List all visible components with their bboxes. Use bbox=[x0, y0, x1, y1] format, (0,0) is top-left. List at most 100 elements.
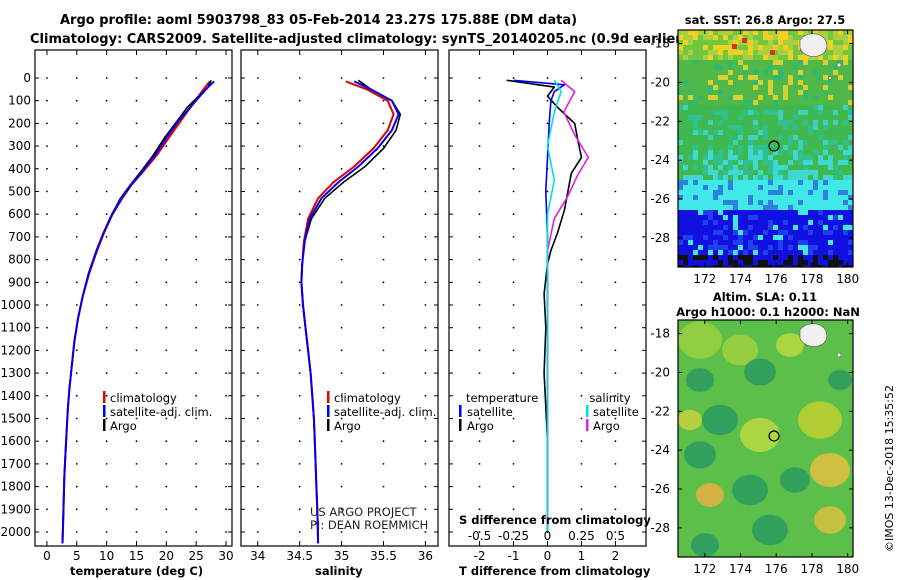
sst-cell bbox=[733, 145, 738, 150]
sst-cell bbox=[738, 225, 743, 230]
sst-cell bbox=[783, 235, 788, 240]
sst-cell bbox=[708, 140, 713, 145]
sst-cell bbox=[743, 180, 748, 185]
grid-dot bbox=[75, 122, 78, 125]
grid-dot bbox=[165, 372, 168, 374]
legend-swatch-argo bbox=[327, 419, 330, 431]
sst-cell bbox=[693, 225, 698, 230]
sst-cell bbox=[798, 35, 803, 40]
sst-cell bbox=[688, 115, 693, 120]
grid-dot bbox=[580, 281, 583, 284]
sst-cell bbox=[828, 190, 833, 195]
sst-cell bbox=[798, 175, 803, 180]
sst-cell bbox=[833, 110, 838, 115]
grid-dot bbox=[298, 417, 301, 420]
sst-cell bbox=[703, 185, 708, 190]
sst-cell bbox=[758, 50, 763, 55]
sst-cell bbox=[698, 160, 703, 165]
sst-cell bbox=[703, 30, 708, 35]
x-tick-label-salinity: 0 bbox=[544, 529, 552, 543]
depth-tick-label: 900 bbox=[8, 275, 31, 289]
grid-dot bbox=[75, 440, 78, 443]
sst-cell bbox=[808, 170, 813, 175]
grid-dot bbox=[165, 167, 168, 170]
sst-cell bbox=[723, 135, 728, 140]
grid-dot bbox=[46, 531, 48, 533]
sst-cell bbox=[748, 200, 753, 205]
grid-dot bbox=[165, 417, 168, 420]
sst-cell bbox=[793, 220, 798, 225]
sst-cell bbox=[758, 105, 763, 110]
grid-dot bbox=[512, 281, 515, 284]
sst-cell bbox=[698, 120, 703, 125]
sst-cell bbox=[703, 235, 708, 240]
sst-cell bbox=[698, 130, 703, 135]
sst-cell bbox=[823, 265, 828, 267]
sst-cell bbox=[723, 125, 728, 130]
sla-map: Altim. SLA: 0.11 Argo h1000: 0.1 h2000: … bbox=[650, 290, 859, 576]
sst-cell bbox=[728, 70, 733, 75]
sst-cell bbox=[743, 100, 748, 105]
sst-cell bbox=[848, 220, 853, 225]
sst-cell bbox=[683, 170, 688, 175]
grid-dot bbox=[298, 190, 301, 193]
sst-cell bbox=[688, 255, 693, 260]
sst-cell bbox=[703, 120, 708, 125]
sst-cell bbox=[808, 95, 813, 100]
sst-cell bbox=[798, 190, 803, 195]
sst-cell bbox=[748, 250, 753, 255]
map-lon-label: 176 bbox=[765, 272, 788, 286]
island-shape bbox=[828, 76, 832, 80]
sst-cell bbox=[763, 30, 768, 35]
grid-dot bbox=[256, 167, 259, 170]
sst-cell bbox=[703, 175, 708, 180]
depth-tick-label: 500 bbox=[8, 185, 31, 199]
sst-cell bbox=[753, 75, 758, 80]
sst-cell bbox=[713, 240, 718, 245]
sst-cell bbox=[768, 85, 773, 90]
sst-cell bbox=[768, 135, 773, 140]
sst-cell bbox=[818, 70, 823, 75]
grid-dot bbox=[256, 326, 259, 329]
sst-cell bbox=[803, 205, 808, 210]
sst-cell bbox=[778, 35, 783, 40]
sst-cell bbox=[753, 190, 758, 195]
grid-dot bbox=[512, 190, 515, 193]
grid-dot bbox=[105, 190, 108, 193]
sst-cell bbox=[833, 220, 838, 225]
grid-dot bbox=[298, 394, 301, 397]
grid-dot bbox=[478, 349, 481, 352]
sst-cell bbox=[693, 160, 698, 165]
grid-dot bbox=[195, 236, 198, 238]
sst-cell bbox=[828, 180, 833, 185]
sst-cell bbox=[723, 150, 728, 155]
sst-cell bbox=[688, 100, 693, 105]
sst-cell bbox=[693, 125, 698, 130]
sst-cell bbox=[843, 65, 848, 70]
sst-cell bbox=[798, 150, 803, 155]
sst-cell bbox=[703, 35, 708, 40]
sst-cell bbox=[778, 195, 783, 200]
sst-cell bbox=[683, 260, 688, 265]
sst-cell bbox=[763, 180, 768, 185]
sst-cell bbox=[768, 105, 773, 110]
sst-cell bbox=[713, 155, 718, 160]
sst-cell bbox=[713, 245, 718, 250]
grid-dot bbox=[46, 417, 48, 420]
grid-dot bbox=[105, 440, 108, 443]
sst-cell bbox=[713, 255, 718, 260]
sst-cell bbox=[713, 180, 718, 185]
sst-cell bbox=[728, 245, 733, 250]
sst-cell bbox=[748, 35, 753, 40]
sst-cell bbox=[713, 140, 718, 145]
sst-cell bbox=[783, 30, 788, 35]
grid-dot bbox=[298, 281, 301, 284]
grid-dot bbox=[135, 145, 138, 148]
sst-cell bbox=[828, 230, 833, 235]
sst-cell bbox=[793, 180, 798, 185]
sst-cell bbox=[678, 90, 683, 95]
grid-dot bbox=[105, 145, 108, 148]
sst-cell bbox=[733, 220, 738, 225]
grid-dot bbox=[424, 77, 427, 79]
sst-cell bbox=[708, 210, 713, 215]
